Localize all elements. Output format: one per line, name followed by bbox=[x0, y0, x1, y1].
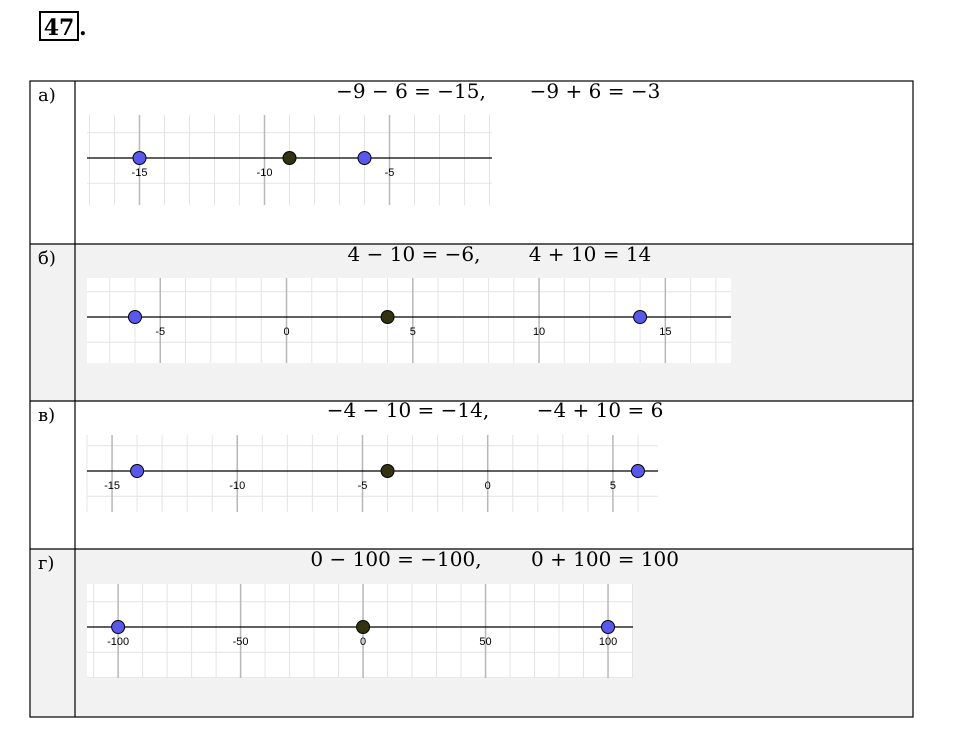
equation: −9 + 6 = −3 bbox=[530, 79, 661, 103]
tick-label: 5 bbox=[410, 326, 416, 338]
row-label: в) bbox=[38, 405, 55, 426]
row-label: б) bbox=[38, 248, 56, 269]
table-border bbox=[29, 80, 914, 718]
row-label: а) bbox=[38, 85, 56, 106]
tick-label: 0 bbox=[360, 636, 366, 648]
number-box bbox=[39, 11, 79, 41]
tick-label: -50 bbox=[233, 636, 249, 648]
point bbox=[380, 310, 395, 324]
grid-background bbox=[87, 435, 658, 512]
tick-label: 0 bbox=[283, 326, 289, 338]
tick-label: -5 bbox=[358, 480, 368, 492]
point bbox=[630, 464, 645, 478]
point bbox=[356, 620, 371, 634]
point bbox=[601, 620, 616, 634]
equation: −4 − 10 = −14, bbox=[327, 398, 489, 422]
point bbox=[282, 151, 297, 165]
tick-label: -10 bbox=[257, 167, 273, 179]
tick-label: -100 bbox=[107, 636, 129, 648]
tick-label: 0 bbox=[485, 480, 491, 492]
tick-label: 15 bbox=[659, 326, 671, 338]
point bbox=[130, 464, 145, 478]
tick-label: -10 bbox=[229, 480, 245, 492]
point bbox=[357, 151, 372, 165]
point bbox=[111, 620, 126, 634]
row-label: г) bbox=[38, 553, 54, 574]
tick-label: -5 bbox=[385, 167, 395, 179]
tick-label: -15 bbox=[132, 167, 148, 179]
equation: 4 + 10 = 14 bbox=[529, 242, 652, 266]
tick-label: 50 bbox=[479, 636, 491, 648]
equation: −9 − 6 = −15, bbox=[336, 79, 486, 103]
exercise-dot: . bbox=[79, 15, 87, 41]
equation: 0 − 100 = −100, bbox=[310, 547, 481, 571]
point bbox=[132, 151, 147, 165]
point bbox=[127, 310, 142, 324]
exercise-number: 47 bbox=[44, 15, 75, 41]
tick-label: 100 bbox=[599, 636, 617, 648]
point bbox=[633, 310, 648, 324]
tick-label: 5 bbox=[610, 480, 616, 492]
point bbox=[380, 464, 395, 478]
equation: 0 + 100 = 100 bbox=[531, 547, 679, 571]
tick-label: -15 bbox=[104, 480, 120, 492]
equation: 4 − 10 = −6, bbox=[348, 242, 481, 266]
equation: −4 + 10 = 6 bbox=[537, 398, 664, 422]
tick-label: -5 bbox=[155, 326, 165, 338]
tick-label: 10 bbox=[533, 326, 545, 338]
